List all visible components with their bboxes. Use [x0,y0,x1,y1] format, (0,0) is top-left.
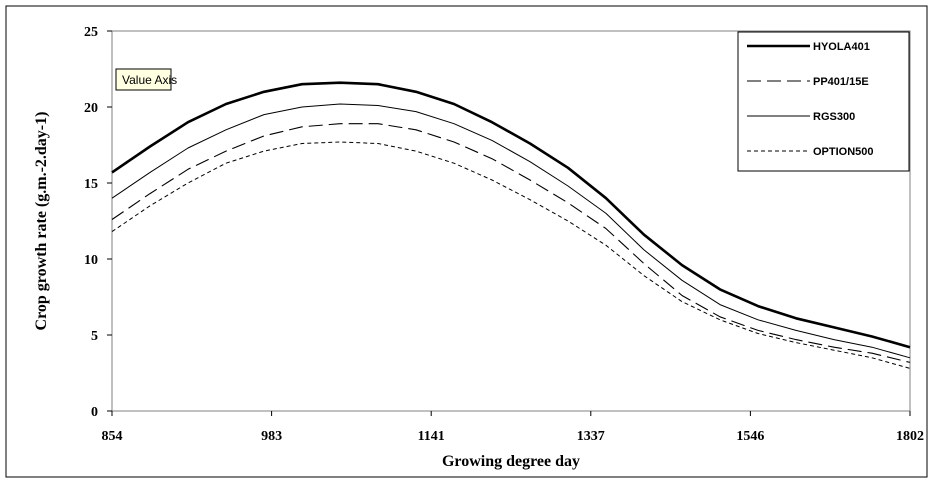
legend-label: RGS300 [813,111,855,123]
tooltip-box [115,68,172,91]
x-tick-label: 1141 [418,429,445,444]
legend-label: OPTION500 [813,146,874,158]
x-tick-label: 1546 [736,429,764,444]
series-line-option500[interactable] [111,141,911,369]
tooltip: Value Axis [115,68,177,91]
y-tick-label: 25 [84,25,98,40]
x-tick-label: 854 [102,429,123,444]
chart-area-border [5,5,928,478]
x-tick-label: 983 [261,429,282,444]
legend-box [737,31,910,172]
y-tick-label: 20 [84,101,98,116]
series-line-hyola401[interactable] [111,81,911,349]
x-tick-label: 1802 [896,429,924,444]
x-axis-title: Growing degree day [442,453,580,470]
y-tick-label: 5 [91,329,98,344]
legend-label: HYOLA401 [813,41,870,53]
tooltip-text: Value Axis [122,73,177,87]
legend[interactable]: HYOLA401 PP401/15E RGS300 OPTION500 [737,31,910,172]
y-tick-label: 10 [84,253,98,268]
series-line-rgs300[interactable] [111,103,911,359]
x-tick-label: 1337 [577,429,605,444]
y-axis-title: Crop growth rate (g.m.-2.day-1) [33,112,50,331]
y-tick-label: 15 [84,177,98,192]
y-tick-label: 0 [91,405,98,420]
series-line-pp401-15e[interactable] [111,123,911,363]
legend-label: PP401/15E [813,76,869,88]
